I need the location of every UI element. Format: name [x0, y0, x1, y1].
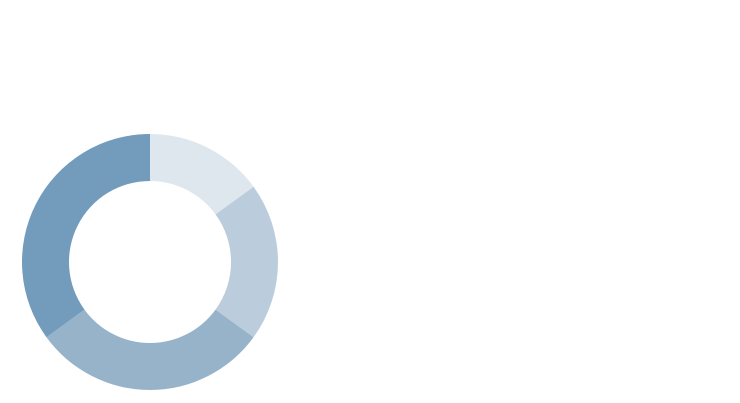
donut-slice-4: [21, 134, 150, 338]
donut-slice-1: [150, 134, 254, 215]
donut-slice-3: [46, 309, 254, 390]
donut-slice-2: [215, 186, 279, 338]
donut-slices: [21, 134, 279, 390]
